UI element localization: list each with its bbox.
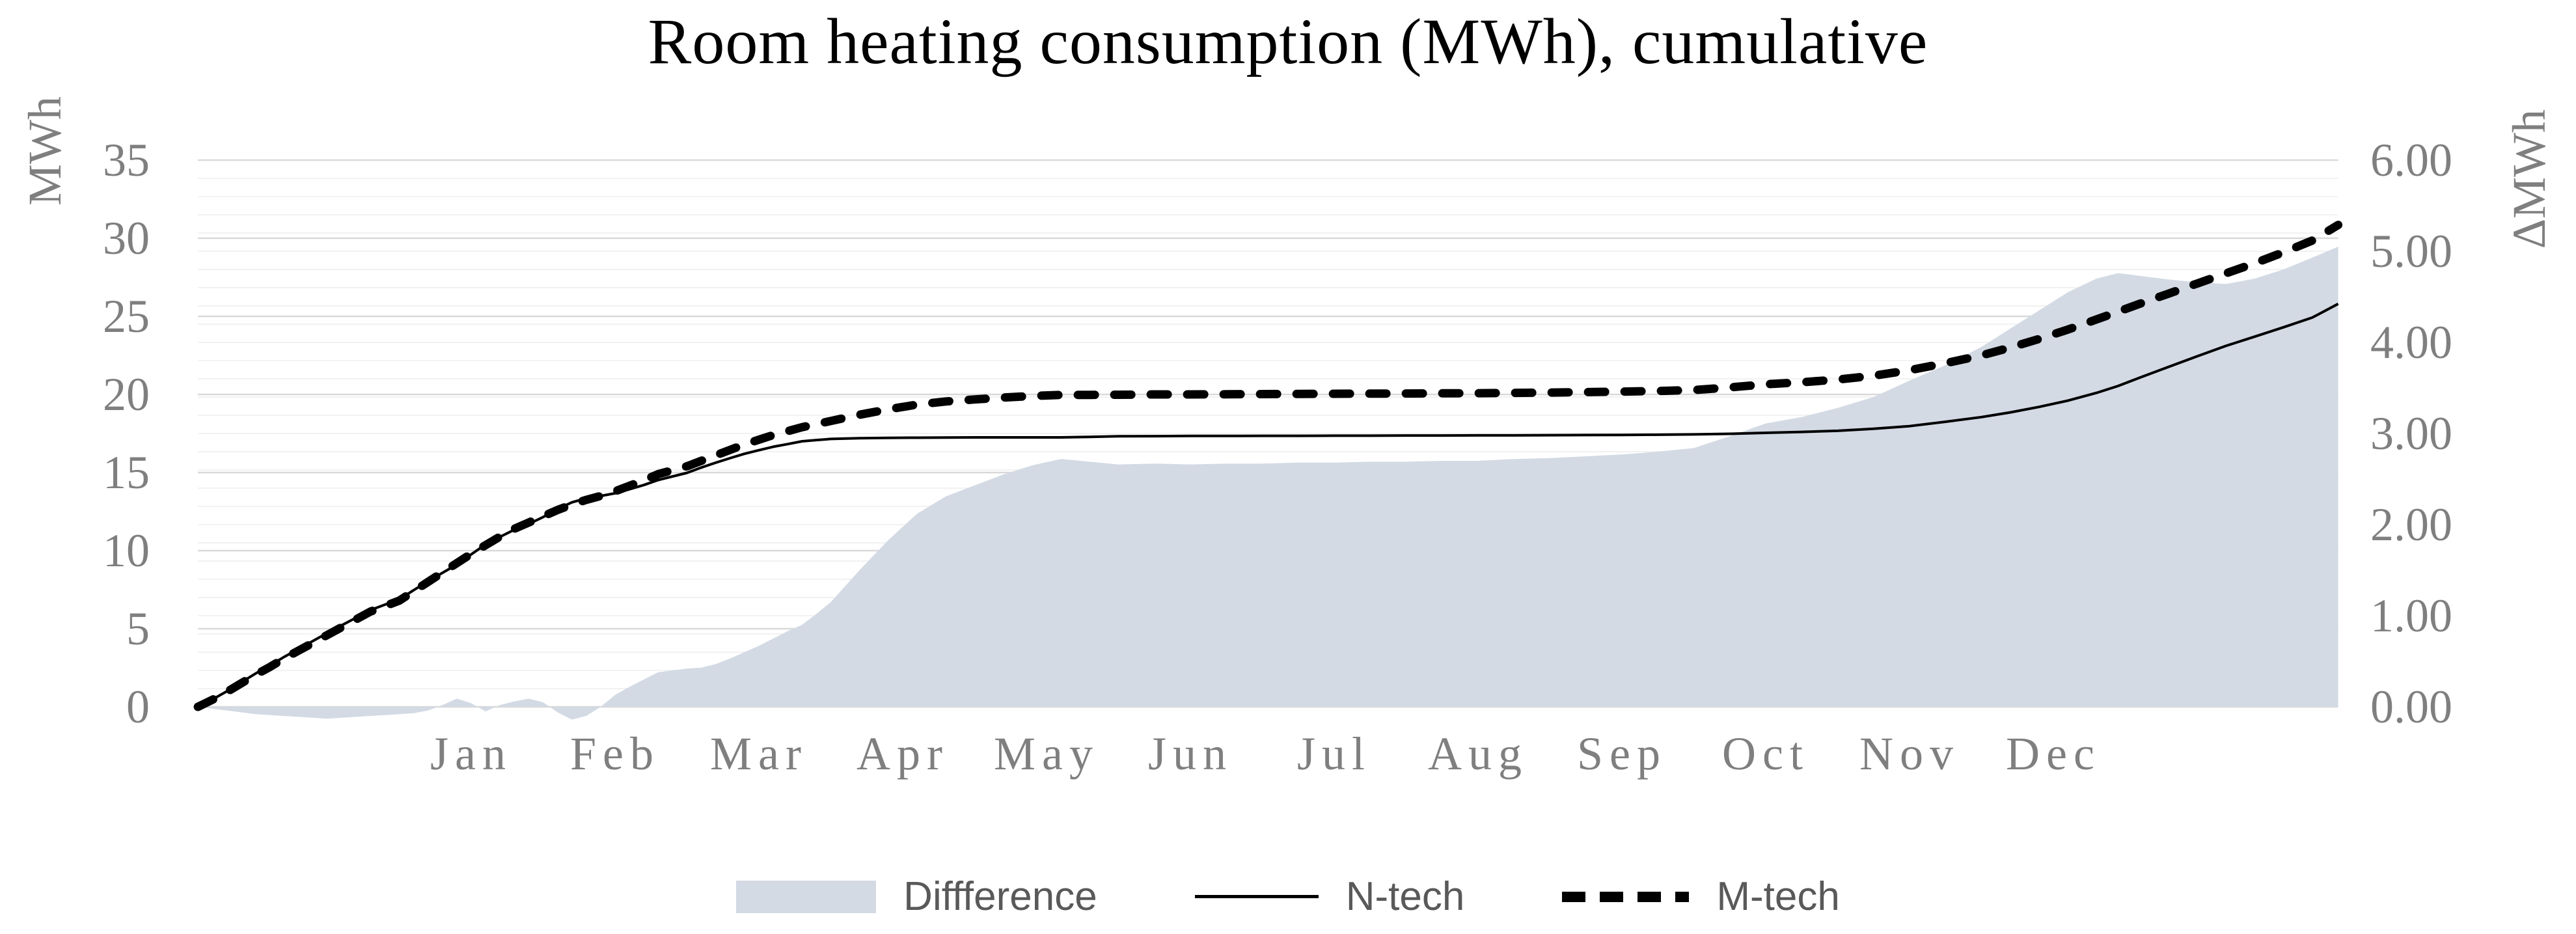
legend-item-difference: Diffference bbox=[736, 873, 1097, 920]
legend-label-difference: Diffference bbox=[903, 874, 1097, 919]
x-axis-month-label: Feb bbox=[570, 728, 660, 780]
x-axis-month-label: Oct bbox=[1722, 728, 1809, 780]
y-axis-tick-left: 30 bbox=[103, 212, 150, 264]
y-axis-tick-right: 3.00 bbox=[2370, 407, 2452, 460]
x-axis-month-label: Jun bbox=[1148, 728, 1233, 780]
x-axis-month-label: Aug bbox=[1428, 728, 1528, 780]
n-tech-line bbox=[197, 303, 2339, 708]
y-axis-tick-right: 6.00 bbox=[2370, 134, 2452, 186]
y-axis-tick-left: 25 bbox=[103, 290, 150, 342]
y-axis-tick-left: 0 bbox=[126, 681, 150, 733]
x-axis-month-label: May bbox=[994, 728, 1099, 780]
y-axis-tick-left: 15 bbox=[103, 446, 150, 499]
y-axis-tick-right: 2.00 bbox=[2370, 499, 2452, 551]
right-axis-ticks: 6.00 5.00 4.00 3.00 2.00 1.00 0.00 bbox=[2370, 134, 2452, 733]
x-axis-month-label: Apr bbox=[856, 728, 949, 780]
difference-area-swatch bbox=[736, 880, 877, 913]
legend-item-m-tech: M-tech bbox=[1562, 873, 1840, 920]
y-axis-tick-right: 4.00 bbox=[2370, 316, 2452, 368]
x-axis-month-label: Jan bbox=[430, 728, 512, 780]
x-axis-month-label: Sep bbox=[1577, 728, 1667, 780]
legend: Diffference N-tech M-tech bbox=[0, 873, 2576, 920]
legend-item-n-tech: N-tech bbox=[1194, 873, 1465, 920]
n-tech-line-swatch bbox=[1194, 895, 1319, 898]
y-axis-tick-right: 1.00 bbox=[2370, 590, 2452, 642]
x-axis-month-label: Mar bbox=[710, 728, 808, 780]
y-axis-tick-right: 0.00 bbox=[2370, 681, 2452, 733]
difference-area bbox=[198, 247, 2338, 720]
chart-title: Room heating consumption (MWh), cumulati… bbox=[648, 5, 1928, 77]
x-axis-month-label: Nov bbox=[1859, 728, 1960, 780]
x-axis-month-label: Jul bbox=[1297, 728, 1371, 780]
y-axis-tick-right: 5.00 bbox=[2370, 225, 2452, 277]
x-axis-month-label: Dec bbox=[2006, 728, 2101, 780]
y-axis-tick-left: 10 bbox=[103, 525, 150, 577]
m-tech-dash-swatch bbox=[1562, 891, 1690, 902]
left-axis-ticks: 35 30 25 20 15 10 5 0 bbox=[103, 134, 150, 733]
legend-label-n-tech: N-tech bbox=[1345, 874, 1465, 919]
y-axis-tick-left: 20 bbox=[103, 368, 150, 420]
y-axis-tick-left: 5 bbox=[126, 603, 150, 655]
month-labels: Jan Feb Mar Apr May Jun Jul Aug Sep Oct Nov Dec bbox=[430, 728, 2101, 780]
m-tech-line bbox=[193, 221, 2343, 711]
legend-label-m-tech: M-tech bbox=[1716, 874, 1840, 919]
y-axis-tick-left: 35 bbox=[103, 134, 150, 186]
